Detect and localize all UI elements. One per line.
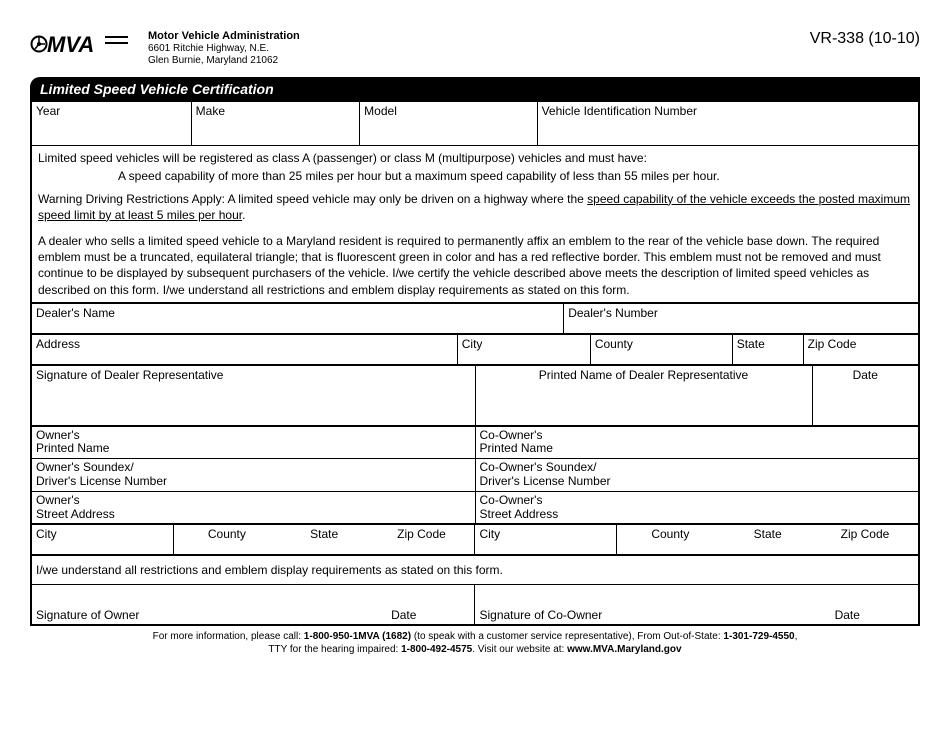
form-title: Limited Speed Vehicle Certification: [36, 79, 278, 99]
info-p3: Warning Driving Restrictions Apply: A li…: [38, 191, 912, 223]
dealer-zip-label: Zip Code: [808, 337, 914, 351]
org-addr2: Glen Burnie, Maryland 21062: [148, 55, 300, 67]
model-label: Model: [364, 104, 532, 118]
vehicle-grid: Year Make Model Vehicle Identification N…: [31, 101, 919, 146]
dealer-date-label: Date: [817, 368, 914, 382]
header-address: Motor Vehicle Administration 6601 Ritchi…: [148, 30, 300, 67]
owner-sig-label: Signature of Owner: [36, 608, 329, 622]
mva-logo: MVA: [30, 30, 140, 58]
dealer-grid-2: Address City County State Zip Code: [31, 334, 919, 365]
page-header: MVA Motor Vehicle Administration 6601 Ri…: [30, 30, 920, 67]
owner-county-label: County: [178, 527, 276, 541]
owner-sig-grid: Signature of Owner Date Signature of Co-…: [31, 584, 919, 625]
form-body: Year Make Model Vehicle Identification N…: [30, 101, 920, 626]
coowner-city-label: City: [479, 527, 612, 541]
info-p4: A dealer who sells a limited speed vehic…: [38, 233, 912, 298]
owner-name-grid: Owner'sPrinted Name Co-Owner'sPrinted Na…: [31, 426, 919, 525]
owner-printed-label: Owner'sPrinted Name: [36, 429, 471, 457]
coowner-printed-label: Co-Owner'sPrinted Name: [480, 429, 915, 457]
ack-text: I/we understand all restrictions and emb…: [32, 556, 919, 584]
coowner-addr-label: Co-Owner'sStreet Address: [480, 494, 915, 522]
ack-grid: I/we understand all restrictions and emb…: [31, 555, 919, 584]
dealer-sig-grid: Signature of Dealer Representative Print…: [31, 365, 919, 426]
dealer-city-label: City: [462, 337, 586, 351]
coowner-sig-date: Date: [781, 608, 914, 622]
coowner-sig-label: Signature of Co-Owner: [479, 608, 772, 622]
dealer-sig-label: Signature of Dealer Representative: [36, 368, 471, 382]
dealer-name-label: Dealer's Name: [36, 306, 559, 320]
dealer-state-label: State: [737, 337, 799, 351]
vin-label: Vehicle Identification Number: [542, 104, 914, 118]
owner-zip-label: Zip Code: [373, 527, 471, 541]
dealer-county-label: County: [595, 337, 728, 351]
coowner-county-label: County: [621, 527, 719, 541]
title-bar: Limited Speed Vehicle Certification: [30, 77, 920, 101]
dealer-number-label: Dealer's Number: [568, 306, 914, 320]
form-id: VR-338 (10-10): [810, 30, 920, 48]
owner-city-grid: City County State Zip Code City County S…: [31, 524, 919, 555]
make-label: Make: [196, 104, 356, 118]
dealer-printed-label: Printed Name of Dealer Representative: [480, 368, 808, 382]
info-text: Limited speed vehicles will be registere…: [31, 146, 919, 303]
info-p1: Limited speed vehicles will be registere…: [38, 150, 912, 166]
dealer-address-label: Address: [36, 337, 453, 351]
owner-state-label: State: [284, 527, 365, 541]
header-left: MVA Motor Vehicle Administration 6601 Ri…: [30, 30, 300, 67]
org-addr1: 6601 Ritchie Highway, N.E.: [148, 43, 300, 55]
owner-sig-date: Date: [337, 608, 470, 622]
owner-city-label: City: [36, 527, 169, 541]
owner-soundex-label: Owner's Soundex/Driver's License Number: [36, 461, 471, 489]
dealer-grid-1: Dealer's Name Dealer's Number: [31, 303, 919, 334]
owner-addr-label: Owner'sStreet Address: [36, 494, 471, 522]
org-name: Motor Vehicle Administration: [148, 30, 300, 43]
year-label: Year: [36, 104, 187, 118]
footer: For more information, please call: 1-800…: [30, 630, 920, 656]
coowner-soundex-label: Co-Owner's Soundex/Driver's License Numb…: [480, 461, 915, 489]
info-p2: A speed capability of more than 25 miles…: [38, 168, 912, 184]
coowner-zip-label: Zip Code: [816, 527, 914, 541]
svg-text:MVA: MVA: [47, 32, 94, 57]
coowner-state-label: State: [727, 527, 808, 541]
